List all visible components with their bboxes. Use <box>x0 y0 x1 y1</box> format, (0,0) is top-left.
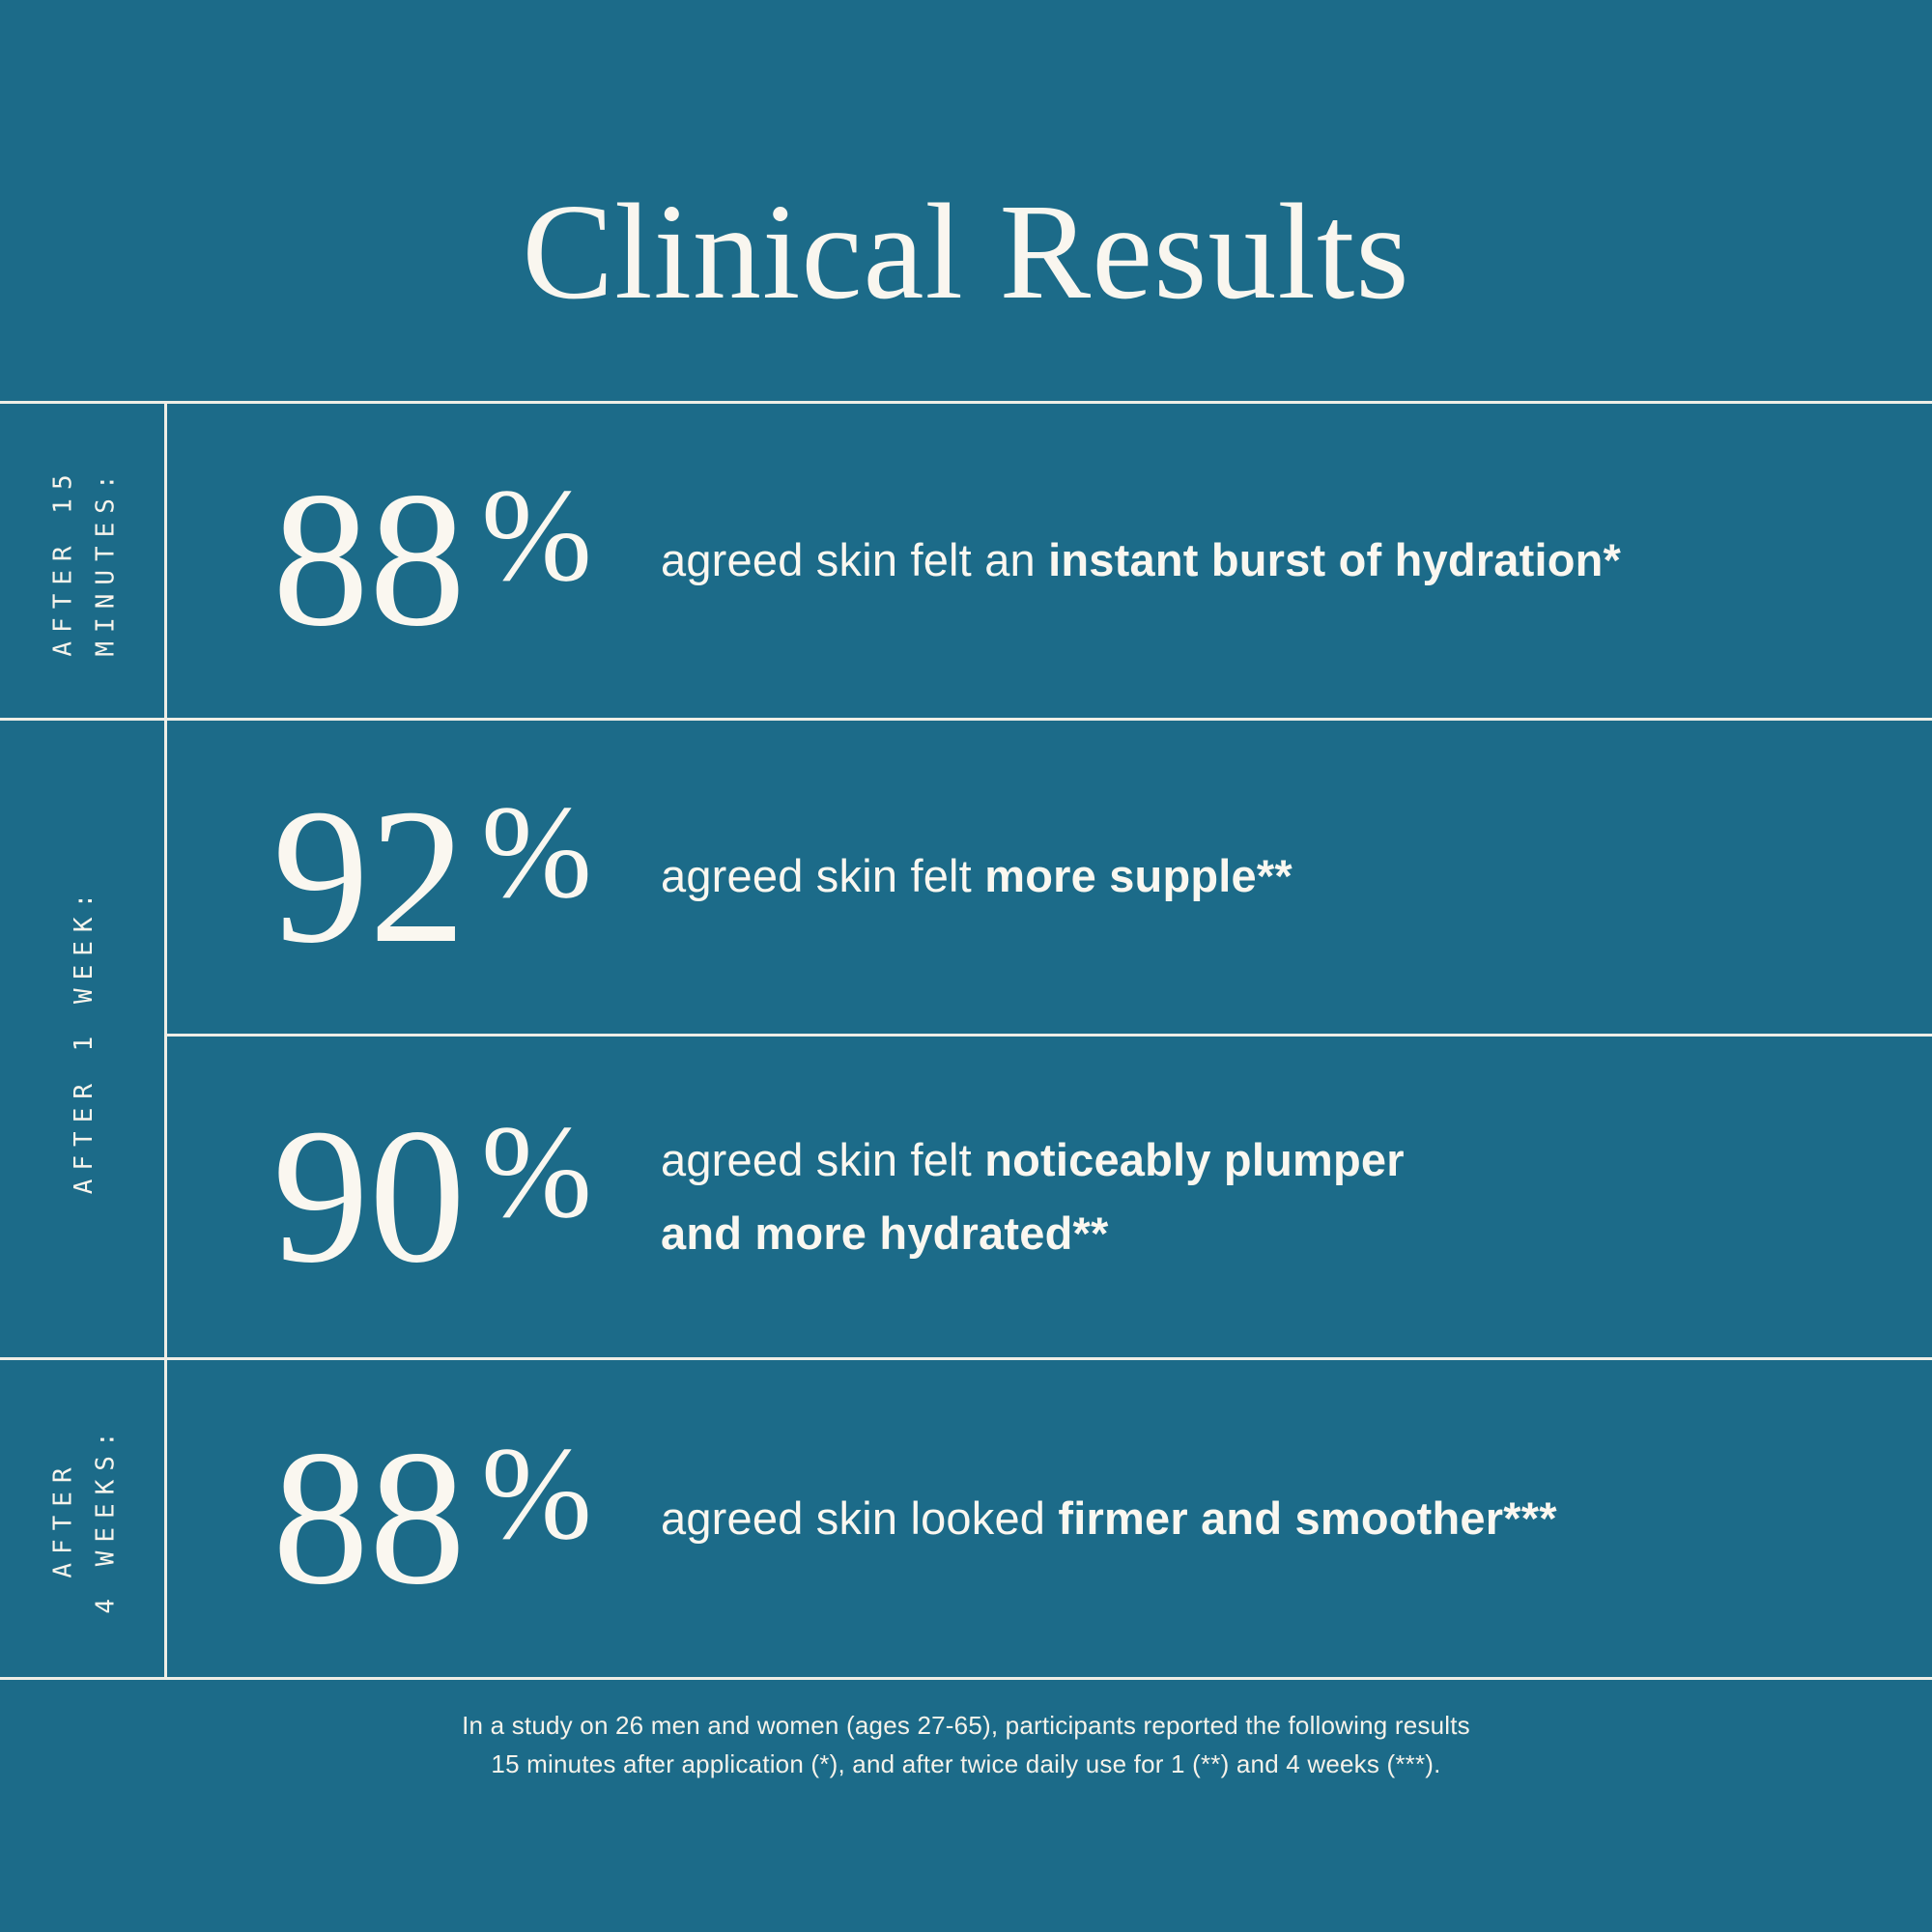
percent-value: 90 <box>272 1090 466 1303</box>
stat-description-bold: noticeably plumper <box>984 1133 1405 1185</box>
percent-sign: % <box>481 1419 592 1567</box>
table-row: 90 % agreed skin felt noticeably plumper… <box>164 1037 1932 1357</box>
row-group-label-after-15-minutes: AFTER 15 MINUTES: <box>48 466 120 657</box>
stat-description-normal: agreed skin felt <box>661 850 985 902</box>
stat-description-bold-line2: and more hydrated** <box>661 1208 1109 1259</box>
percent-stat: 90 % <box>272 1090 661 1303</box>
percent-sign: % <box>481 777 592 925</box>
stat-description: agreed skin looked firmer and smoother**… <box>661 1482 1557 1555</box>
percent-stat: 92 % <box>272 769 661 983</box>
table-row: 92 % agreed skin felt more supple** <box>164 720 1932 1034</box>
study-footnote: In a study on 26 men and women (ages 27-… <box>0 1706 1932 1784</box>
table-border-bottom <box>0 1677 1932 1680</box>
row-group-label-after-4-weeks: AFTER 4 WEEKS: <box>48 1423 120 1614</box>
percent-value: 88 <box>272 453 466 667</box>
table-row: 88 % agreed skin looked firmer and smoot… <box>164 1360 1932 1677</box>
stat-description-normal: agreed skin looked <box>661 1492 1059 1544</box>
table-row: 88 % agreed skin felt an instant burst o… <box>164 403 1932 718</box>
row-divider-3 <box>0 1357 1932 1360</box>
table-border-top <box>0 401 1932 404</box>
stat-description-normal: agreed skin felt an <box>661 533 1049 585</box>
row-group-label-after-1-week: AFTER 1 WEEK: <box>70 884 99 1195</box>
page-title: Clinical Results <box>522 175 1410 327</box>
percent-stat: 88 % <box>272 1411 661 1625</box>
percent-value: 88 <box>272 1411 466 1625</box>
percent-stat: 88 % <box>272 453 661 667</box>
stat-description: agreed skin felt an instant burst of hyd… <box>661 524 1621 597</box>
stat-description-normal: agreed skin felt <box>661 1133 985 1185</box>
study-footnote-line1: In a study on 26 men and women (ages 27-… <box>462 1711 1470 1740</box>
stat-description: agreed skin felt noticeably plumper and … <box>661 1123 1405 1270</box>
percent-sign: % <box>481 1097 592 1245</box>
stat-description-bold: firmer and smoother*** <box>1058 1492 1557 1544</box>
stat-description-bold: more supple** <box>984 850 1293 902</box>
stat-description: agreed skin felt more supple** <box>661 839 1293 913</box>
percent-value: 92 <box>272 769 466 983</box>
row-divider-2 <box>164 1034 1932 1037</box>
percent-sign: % <box>481 461 592 609</box>
stat-description-bold: instant burst of hydration* <box>1048 533 1622 585</box>
row-divider-1 <box>0 718 1932 721</box>
label-column-divider <box>164 401 167 1680</box>
study-footnote-line2: 15 minutes after application (*), and af… <box>491 1749 1441 1779</box>
